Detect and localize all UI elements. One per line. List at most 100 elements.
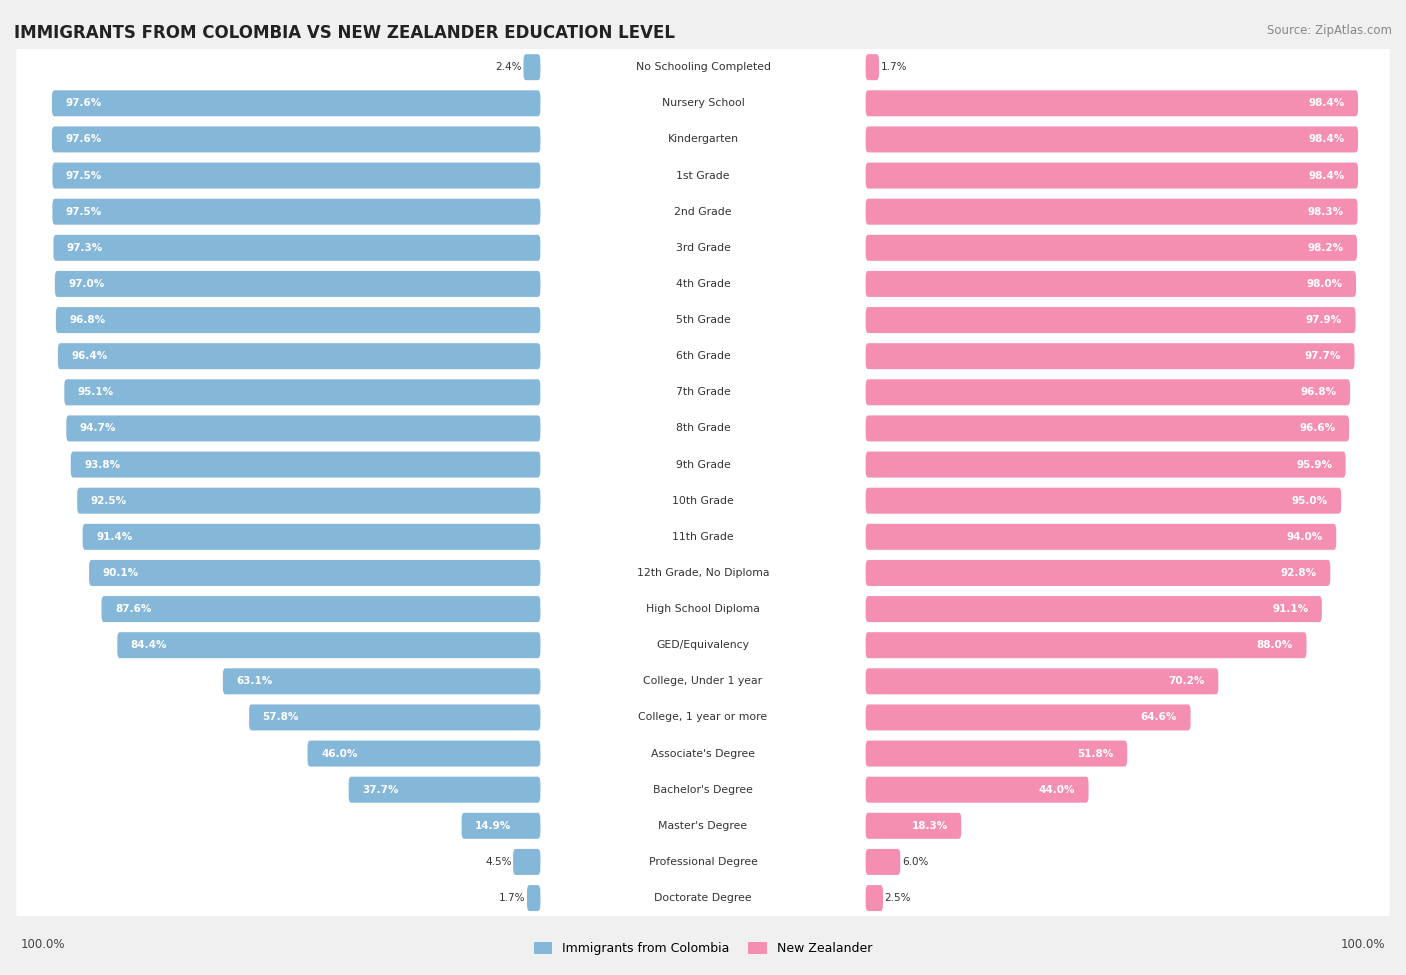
- Text: 11th Grade: 11th Grade: [672, 531, 734, 542]
- FancyBboxPatch shape: [513, 849, 540, 875]
- FancyBboxPatch shape: [866, 524, 1336, 550]
- FancyBboxPatch shape: [461, 813, 540, 838]
- Text: 98.2%: 98.2%: [1308, 243, 1344, 253]
- FancyBboxPatch shape: [866, 849, 900, 875]
- Text: 95.9%: 95.9%: [1296, 459, 1331, 470]
- Text: 70.2%: 70.2%: [1168, 677, 1205, 686]
- FancyBboxPatch shape: [17, 254, 1389, 313]
- Text: 96.6%: 96.6%: [1299, 423, 1336, 434]
- FancyBboxPatch shape: [866, 741, 1128, 766]
- FancyBboxPatch shape: [17, 182, 1389, 241]
- FancyBboxPatch shape: [77, 488, 540, 514]
- Text: 2.5%: 2.5%: [884, 893, 911, 903]
- Text: 98.0%: 98.0%: [1306, 279, 1343, 289]
- FancyBboxPatch shape: [56, 307, 540, 333]
- FancyBboxPatch shape: [17, 580, 1389, 639]
- Text: 4th Grade: 4th Grade: [676, 279, 730, 289]
- Text: 96.8%: 96.8%: [1301, 387, 1337, 398]
- Text: 94.0%: 94.0%: [1286, 531, 1323, 542]
- FancyBboxPatch shape: [55, 271, 540, 297]
- Text: 3rd Grade: 3rd Grade: [675, 243, 731, 253]
- FancyBboxPatch shape: [17, 869, 1389, 927]
- FancyBboxPatch shape: [866, 271, 1355, 297]
- FancyBboxPatch shape: [17, 797, 1389, 855]
- Text: 88.0%: 88.0%: [1257, 641, 1294, 650]
- FancyBboxPatch shape: [866, 488, 1341, 514]
- Text: 90.1%: 90.1%: [103, 567, 139, 578]
- Text: 37.7%: 37.7%: [363, 785, 399, 795]
- FancyBboxPatch shape: [53, 235, 540, 261]
- FancyBboxPatch shape: [866, 91, 1358, 116]
- Text: Nursery School: Nursery School: [662, 98, 744, 108]
- FancyBboxPatch shape: [17, 38, 1389, 97]
- FancyBboxPatch shape: [52, 91, 540, 116]
- Text: 9th Grade: 9th Grade: [676, 459, 730, 470]
- Text: 96.8%: 96.8%: [69, 315, 105, 325]
- Text: 5th Grade: 5th Grade: [676, 315, 730, 325]
- FancyBboxPatch shape: [866, 343, 1354, 370]
- Text: 87.6%: 87.6%: [115, 604, 152, 614]
- FancyBboxPatch shape: [70, 451, 540, 478]
- FancyBboxPatch shape: [83, 524, 540, 550]
- FancyBboxPatch shape: [17, 435, 1389, 493]
- Text: College, 1 year or more: College, 1 year or more: [638, 713, 768, 722]
- FancyBboxPatch shape: [222, 668, 540, 694]
- Text: 98.4%: 98.4%: [1309, 98, 1344, 108]
- Text: 6.0%: 6.0%: [903, 857, 928, 867]
- FancyBboxPatch shape: [866, 560, 1330, 586]
- Text: 6th Grade: 6th Grade: [676, 351, 730, 361]
- Text: Professional Degree: Professional Degree: [648, 857, 758, 867]
- Text: 57.8%: 57.8%: [263, 713, 299, 722]
- Legend: Immigrants from Colombia, New Zealander: Immigrants from Colombia, New Zealander: [530, 939, 876, 959]
- Text: 95.1%: 95.1%: [77, 387, 114, 398]
- FancyBboxPatch shape: [17, 724, 1389, 783]
- FancyBboxPatch shape: [523, 55, 540, 80]
- FancyBboxPatch shape: [17, 688, 1389, 747]
- FancyBboxPatch shape: [527, 885, 540, 911]
- Text: College, Under 1 year: College, Under 1 year: [644, 677, 762, 686]
- FancyBboxPatch shape: [17, 508, 1389, 566]
- Text: 95.0%: 95.0%: [1292, 495, 1327, 506]
- FancyBboxPatch shape: [866, 632, 1306, 658]
- Text: IMMIGRANTS FROM COLOMBIA VS NEW ZEALANDER EDUCATION LEVEL: IMMIGRANTS FROM COLOMBIA VS NEW ZEALANDE…: [14, 24, 675, 42]
- FancyBboxPatch shape: [58, 343, 540, 370]
- Text: 93.8%: 93.8%: [84, 459, 121, 470]
- FancyBboxPatch shape: [52, 163, 540, 188]
- FancyBboxPatch shape: [866, 885, 883, 911]
- FancyBboxPatch shape: [17, 616, 1389, 675]
- Text: No Schooling Completed: No Schooling Completed: [636, 62, 770, 72]
- Text: 44.0%: 44.0%: [1039, 785, 1076, 795]
- FancyBboxPatch shape: [17, 399, 1389, 457]
- Text: 97.7%: 97.7%: [1305, 351, 1341, 361]
- Text: 97.9%: 97.9%: [1306, 315, 1343, 325]
- FancyBboxPatch shape: [17, 760, 1389, 819]
- Text: 100.0%: 100.0%: [1340, 938, 1385, 951]
- FancyBboxPatch shape: [866, 415, 1350, 442]
- FancyBboxPatch shape: [249, 704, 540, 730]
- FancyBboxPatch shape: [17, 363, 1389, 421]
- Text: 92.8%: 92.8%: [1281, 567, 1317, 578]
- FancyBboxPatch shape: [52, 127, 540, 152]
- FancyBboxPatch shape: [866, 163, 1358, 188]
- FancyBboxPatch shape: [17, 146, 1389, 205]
- FancyBboxPatch shape: [866, 451, 1346, 478]
- Text: 91.1%: 91.1%: [1272, 604, 1309, 614]
- Text: 51.8%: 51.8%: [1077, 749, 1114, 759]
- Text: 97.5%: 97.5%: [66, 207, 103, 216]
- FancyBboxPatch shape: [17, 291, 1389, 349]
- Text: 98.3%: 98.3%: [1308, 207, 1344, 216]
- Text: 97.3%: 97.3%: [67, 243, 103, 253]
- Text: 12th Grade, No Diploma: 12th Grade, No Diploma: [637, 567, 769, 578]
- Text: 63.1%: 63.1%: [236, 677, 273, 686]
- FancyBboxPatch shape: [17, 327, 1389, 385]
- FancyBboxPatch shape: [866, 127, 1358, 152]
- FancyBboxPatch shape: [866, 235, 1357, 261]
- FancyBboxPatch shape: [17, 652, 1389, 711]
- FancyBboxPatch shape: [866, 379, 1350, 406]
- Text: 8th Grade: 8th Grade: [676, 423, 730, 434]
- Text: Doctorate Degree: Doctorate Degree: [654, 893, 752, 903]
- Text: 1st Grade: 1st Grade: [676, 171, 730, 180]
- Text: Associate's Degree: Associate's Degree: [651, 749, 755, 759]
- FancyBboxPatch shape: [349, 777, 540, 802]
- FancyBboxPatch shape: [17, 74, 1389, 133]
